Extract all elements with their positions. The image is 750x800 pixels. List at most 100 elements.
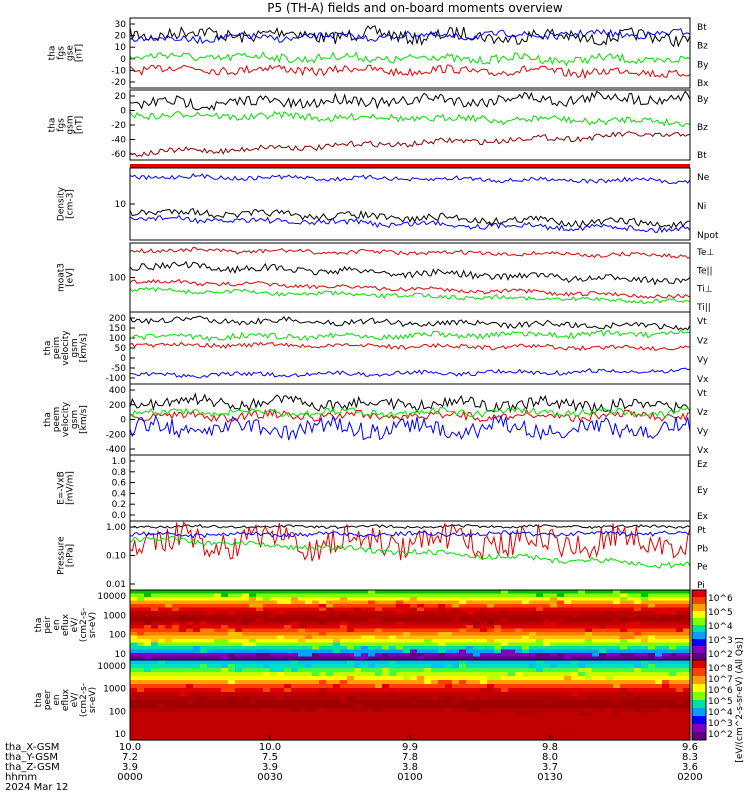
heatmap-cell	[571, 736, 579, 741]
heatmap-cell	[347, 728, 355, 733]
heatmap-cell	[620, 716, 628, 721]
heatmap-cell	[277, 590, 285, 595]
heatmap-cell	[193, 660, 201, 665]
heatmap-cell	[424, 632, 432, 637]
heatmap-cell	[179, 618, 187, 623]
ylabel-line: sr-eV)	[88, 687, 98, 713]
heatmap-cell	[494, 692, 502, 697]
heatmap-cell	[312, 696, 320, 701]
heatmap-cell	[221, 736, 229, 741]
heatmap-cell	[599, 642, 607, 647]
heatmap-cell	[522, 635, 530, 640]
heatmap-cell	[263, 625, 271, 630]
heatmap-cell	[242, 716, 250, 721]
heatmap-cell	[655, 676, 663, 681]
heatmap-cell	[319, 696, 327, 701]
heatmap-cell	[522, 704, 530, 709]
heatmap-cell	[235, 664, 243, 669]
ylabel-line: [eV]	[66, 268, 76, 287]
heatmap-cell	[536, 692, 544, 697]
heatmap-cell	[662, 625, 670, 630]
heatmap-cell	[333, 649, 341, 654]
heatmap-cell	[396, 684, 404, 689]
heatmap-cell	[389, 653, 397, 658]
heatmap-cell	[186, 676, 194, 681]
heatmap-cell	[438, 660, 446, 665]
heatmap-cell	[473, 646, 481, 651]
colorbar-segment	[692, 639, 706, 647]
heatmap-cell	[249, 611, 257, 616]
heatmap-cell	[620, 625, 628, 630]
ytick-label: 1000	[103, 611, 126, 621]
heatmap-cell	[242, 680, 250, 685]
heatmap-cell	[473, 653, 481, 658]
heatmap-cell	[634, 668, 642, 673]
heatmap-cell	[501, 604, 509, 609]
heatmap-cell	[529, 692, 537, 697]
heatmap-cell	[333, 656, 341, 661]
heatmap-cell	[151, 672, 159, 677]
heatmap-cell	[683, 696, 691, 701]
heatmap-cell	[662, 597, 670, 602]
heatmap-cell	[417, 688, 425, 693]
heatmap-cell	[270, 635, 278, 640]
heatmap-cell	[683, 614, 691, 619]
heatmap-cell	[620, 672, 628, 677]
heatmap-cell	[186, 600, 194, 605]
heatmap-cell	[284, 700, 292, 705]
heatmap-cell	[333, 604, 341, 609]
heatmap-cell	[669, 676, 677, 681]
heatmap-cell	[291, 593, 299, 598]
heatmap-cell	[186, 672, 194, 677]
heatmap-cell	[473, 732, 481, 737]
heatmap-cell	[438, 604, 446, 609]
heatmap-cell	[431, 680, 439, 685]
heatmap-cell	[529, 646, 537, 651]
heatmap-cell	[207, 653, 215, 658]
heatmap-cell	[326, 639, 334, 644]
heatmap-cell	[410, 732, 418, 737]
heatmap-cell	[179, 597, 187, 602]
heatmap-cell	[361, 660, 369, 665]
heatmap-cell	[410, 724, 418, 729]
heatmap-cell	[466, 628, 474, 633]
heatmap-cell	[508, 597, 516, 602]
heatmap-cell	[179, 625, 187, 630]
heatmap-cell	[158, 628, 166, 633]
heatmap-cell	[165, 597, 173, 602]
heatmap-cell	[207, 597, 215, 602]
heatmap-cell	[683, 672, 691, 677]
heatmap-cell	[158, 724, 166, 729]
heatmap-cell	[186, 628, 194, 633]
heatmap-cell	[179, 668, 187, 673]
heatmap-cell	[382, 668, 390, 673]
heatmap-cell	[655, 632, 663, 637]
heatmap-cell	[410, 664, 418, 669]
heatmap-cell	[235, 660, 243, 665]
heatmap-cell	[634, 656, 642, 661]
heatmap-cell	[683, 660, 691, 665]
heatmap-cell	[249, 635, 257, 640]
heatmap-cell	[662, 668, 670, 673]
heatmap-cell	[466, 664, 474, 669]
heatmap-cell	[312, 724, 320, 729]
heatmap-cell	[172, 736, 180, 741]
heatmap-cell	[585, 646, 593, 651]
heatmap-cell	[361, 716, 369, 721]
heatmap-cell	[144, 632, 152, 637]
heatmap-cell	[606, 660, 614, 665]
heatmap-cell	[592, 672, 600, 677]
panel-peem_velocity: tha peem velocity gsm [km/s]4002000-200-400V…	[43, 383, 709, 456]
heatmap-cell	[466, 593, 474, 598]
heatmap-cell	[235, 672, 243, 677]
ytick-label: 1.0	[112, 457, 127, 467]
heatmap-cell	[130, 696, 138, 701]
heatmap-cell	[291, 684, 299, 689]
heatmap-cell	[592, 614, 600, 619]
heatmap-cell	[508, 668, 516, 673]
heatmap-cell	[480, 590, 488, 595]
ytick-label: 100	[109, 274, 126, 284]
heatmap-cell	[312, 720, 320, 725]
heatmap-cell	[340, 600, 348, 605]
heatmap-cell	[214, 653, 222, 658]
